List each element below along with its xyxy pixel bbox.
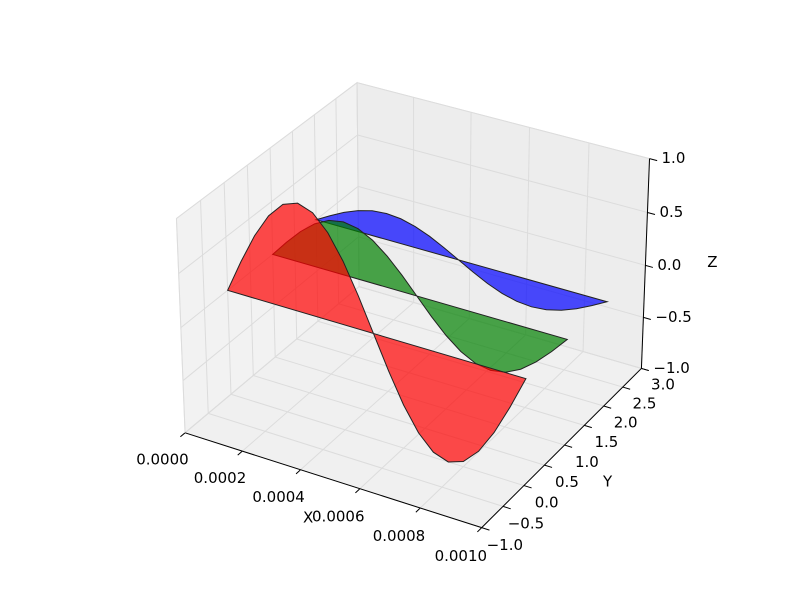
z-tick-label: 0.0 <box>657 256 681 274</box>
tick-mark <box>643 316 651 320</box>
grid-line <box>357 185 646 266</box>
grid-line <box>357 134 648 213</box>
tick-mark <box>645 264 654 268</box>
tick-mark <box>237 450 243 456</box>
x-tick-label: 0.0006 <box>312 507 365 525</box>
tick-mark <box>295 469 301 475</box>
y-tick-label: 1.5 <box>595 433 619 451</box>
x-tick-label: 0.0004 <box>252 488 305 506</box>
tick-mark <box>355 488 361 494</box>
y-tick-label: −0.5 <box>508 515 544 533</box>
grid-line <box>468 112 472 319</box>
tick-mark <box>523 485 532 489</box>
tick-mark <box>481 527 490 531</box>
axis-line <box>640 158 651 369</box>
z-axis-label: Z <box>707 253 717 271</box>
y-tick-label: 2.0 <box>614 413 638 431</box>
y-tick-label: 0.5 <box>555 473 579 491</box>
x-axis-label: X <box>303 509 313 527</box>
grid-line <box>356 82 650 160</box>
y-tick-label: 2.5 <box>633 394 657 412</box>
grid-line <box>230 393 525 487</box>
tick-mark <box>641 367 649 372</box>
grid-line <box>253 375 545 466</box>
grid-line <box>175 218 186 433</box>
series-polygon <box>271 219 569 373</box>
series-polygon <box>314 210 610 311</box>
grid-line <box>200 200 209 414</box>
z-tick-label: −1.0 <box>653 359 689 377</box>
tick-mark <box>603 405 612 409</box>
grid-line <box>419 351 584 509</box>
tick-mark <box>647 211 656 215</box>
x-tick-label: 0.0008 <box>373 527 426 545</box>
tick-mark <box>415 507 421 513</box>
grid-line <box>223 182 232 395</box>
y-tick-label: 3.0 <box>651 375 675 393</box>
tick-mark <box>180 432 186 438</box>
grid-line <box>242 302 415 452</box>
x-tick-label: 0.0002 <box>194 469 247 487</box>
tick-mark <box>564 444 573 448</box>
z-tick-label: 0.5 <box>659 203 683 221</box>
series-polygon <box>226 202 527 463</box>
y-tick-label: 1.0 <box>575 453 599 471</box>
y-tick-label: 0.0 <box>535 494 559 512</box>
grid-line <box>208 412 504 507</box>
y-axis-label: Y <box>602 473 613 491</box>
x-tick-label: 0.0010 <box>435 547 488 565</box>
z-tick-label: 1.0 <box>662 149 686 167</box>
tick-mark <box>544 464 553 468</box>
grid-line <box>582 142 590 352</box>
x-tick-label: 0.0000 <box>136 450 189 468</box>
z-tick-label: −0.5 <box>655 308 691 326</box>
tick-mark <box>584 424 592 429</box>
axis-line <box>481 368 642 528</box>
grid-line <box>300 318 470 471</box>
tick-mark <box>477 527 483 533</box>
tick-mark <box>502 505 511 510</box>
tick-mark <box>622 386 631 390</box>
grid-line <box>178 134 358 274</box>
tick-mark <box>649 158 658 162</box>
axis-line <box>184 432 482 529</box>
y-tick-label: −1.0 <box>487 536 523 554</box>
grid-line <box>176 82 358 219</box>
